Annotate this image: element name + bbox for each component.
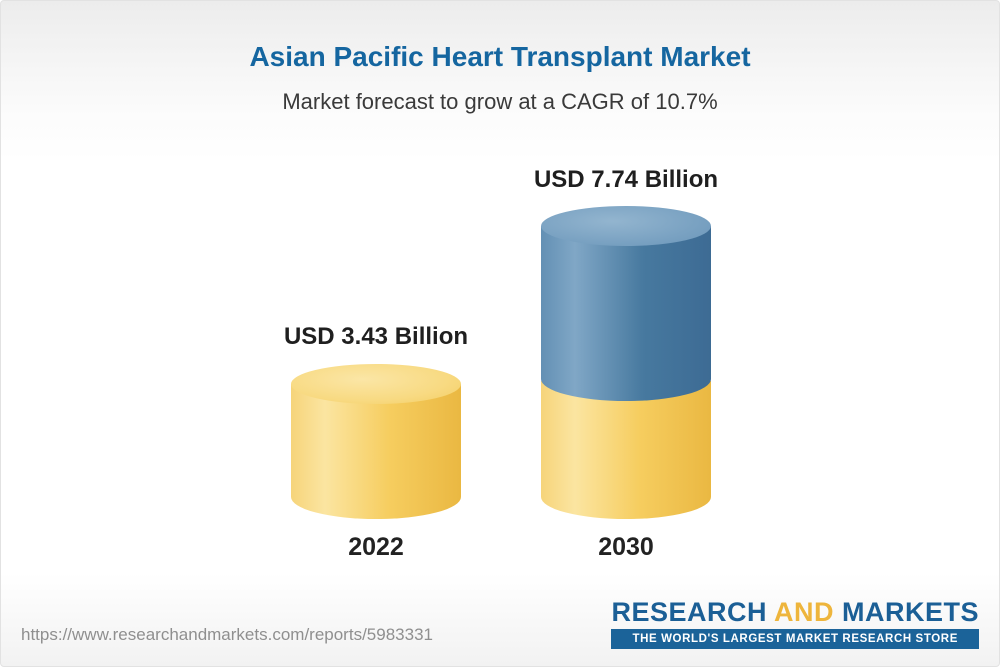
report-url: https://www.researchandmarkets.com/repor… (21, 625, 433, 644)
cylinder-2022-body (291, 384, 461, 519)
cylinder-2030-base-segment (541, 381, 711, 519)
chart-subtitle: Market forecast to grow at a CAGR of 10.… (282, 89, 718, 114)
logo-wordmark: RESEARCH AND MARKETS (611, 598, 979, 626)
cylinder-2030-growth-segment (541, 226, 711, 401)
logo-word-and: AND (773, 597, 834, 627)
logo-word-markets: MARKETS (842, 597, 979, 627)
value-label-2030: USD 7.74 Billion (533, 166, 719, 193)
cylinder-2030-top-ellipse (541, 206, 711, 246)
category-label-2022: 2022 (348, 533, 404, 561)
value-label-2022: USD 3.43 Billion (283, 323, 469, 350)
logo-tagline: THE WORLD'S LARGEST MARKET RESEARCH STOR… (611, 629, 979, 650)
research-and-markets-logo: RESEARCH AND MARKETS THE WORLD'S LARGEST… (611, 598, 979, 650)
logo-word-research: RESEARCH (611, 597, 767, 627)
category-label-2030: 2030 (598, 533, 654, 561)
chart-title: Asian Pacific Heart Transplant Market (249, 41, 751, 72)
cylinder-2022-top-ellipse (291, 364, 461, 404)
